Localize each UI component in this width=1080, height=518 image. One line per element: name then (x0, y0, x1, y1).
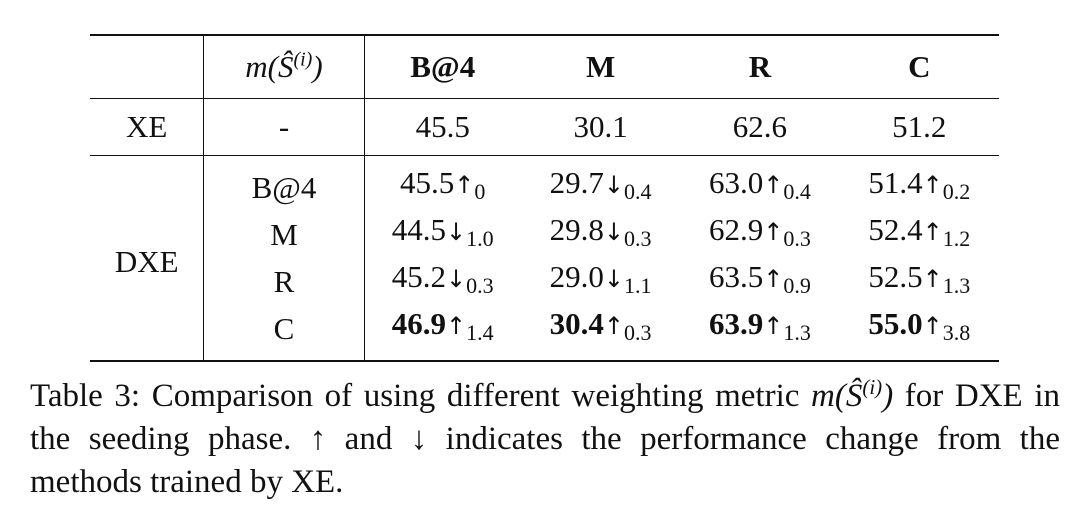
arrow-icon: ↓ (603, 171, 624, 199)
dxe-cell: 29.8↓0.3 (549, 212, 652, 251)
arrow-icon: ↑ (446, 312, 467, 340)
row-label-xe: XE (90, 98, 205, 156)
dxe-cell: 62.9↑0.3 (708, 212, 811, 251)
dxe-cell: 55.0↑3.8 (839, 305, 999, 362)
xe-metric-cell: - (203, 98, 365, 156)
arrow-icon: ↓ (446, 265, 467, 293)
table-row-dxe-b4: DXE B@4 45.5↑0 29.7↓0.4 63.0↑0.4 51.4↑0.… (90, 155, 999, 362)
xe-value-m: 30.1 (520, 98, 681, 156)
arrow-icon: ↑ (603, 312, 624, 340)
table-header-row: m(Ŝ(i)) B@4 M R C (90, 34, 999, 99)
arrow-icon: ↑ (763, 265, 784, 293)
arrow-icon: ↑ (763, 171, 784, 199)
header-metric-r: R (680, 34, 840, 99)
arrow-icon: ↑ (763, 218, 784, 246)
dxe-cell: 63.0↑0.4 (708, 165, 811, 204)
header-metric-c: C (839, 34, 999, 99)
arrow-icon: ↑ (454, 171, 475, 199)
dxe-cell: 52.5↑1.3 (868, 259, 971, 298)
arrow-icon: ↑ (922, 312, 943, 340)
dxe-cell: 29.0↓1.1 (549, 259, 652, 298)
table-row-xe: XE - 45.5 30.1 62.6 51.2 (90, 98, 999, 156)
dxe-cell: 63.5↑0.9 (708, 259, 811, 298)
dxe-cell: 29.7↓0.4 (549, 165, 652, 204)
arrow-icon: ↑ (922, 265, 943, 293)
xe-value-c: 51.2 (839, 98, 999, 156)
arrow-icon: ↓ (603, 218, 624, 246)
dxe-cell: 30.4↑0.3 (520, 305, 681, 362)
header-metric-m: M (520, 34, 681, 99)
dxe-metric-r: R (203, 258, 365, 305)
header-empty-cell (90, 34, 205, 99)
xe-value-r: 62.6 (680, 98, 840, 156)
dxe-cell: 46.9↑1.4 (364, 305, 521, 362)
table-row-dxe-r: R 45.2↓0.3 29.0↓1.1 63.5↑0.9 52.5↑1.3 (90, 258, 999, 305)
header-metric-b4: B@4 (364, 34, 521, 99)
table-caption: Table 3: Comparison of using different w… (30, 375, 1061, 500)
results-table: m(Ŝ(i)) B@4 M R C XE - 45.5 30.1 62.6 51… (90, 34, 999, 362)
dxe-cell: 63.9↑1.3 (680, 305, 840, 362)
arrow-icon: ↓ (446, 218, 467, 246)
table-row-dxe-m: M 44.5↓1.0 29.8↓0.3 62.9↑0.3 52.4↑1.2 (90, 211, 999, 258)
header-weighting-metric: m(Ŝ(i)) (203, 34, 365, 99)
dxe-metric-m: M (203, 211, 365, 258)
dxe-cell: 52.4↑1.2 (868, 212, 971, 251)
arrow-icon: ↓ (603, 265, 624, 293)
xe-value-b4: 45.5 (364, 98, 521, 156)
dxe-metric-c: C (203, 305, 365, 362)
dxe-cell: 44.5↓1.0 (391, 212, 494, 251)
row-label-dxe: DXE (90, 155, 205, 362)
arrow-icon: ↑ (922, 171, 943, 199)
table-row-dxe-c: C 46.9↑1.4 30.4↑0.3 63.9↑1.3 55.0↑3.8 (90, 305, 999, 362)
dxe-cell: 45.5↑0 (400, 165, 486, 204)
dxe-cell: 45.2↓0.3 (391, 259, 494, 298)
arrow-icon: ↑ (763, 312, 784, 340)
dxe-cell: 51.4↑0.2 (868, 165, 971, 204)
dxe-metric-b4: B@4 (203, 155, 365, 211)
arrow-icon: ↑ (922, 218, 943, 246)
